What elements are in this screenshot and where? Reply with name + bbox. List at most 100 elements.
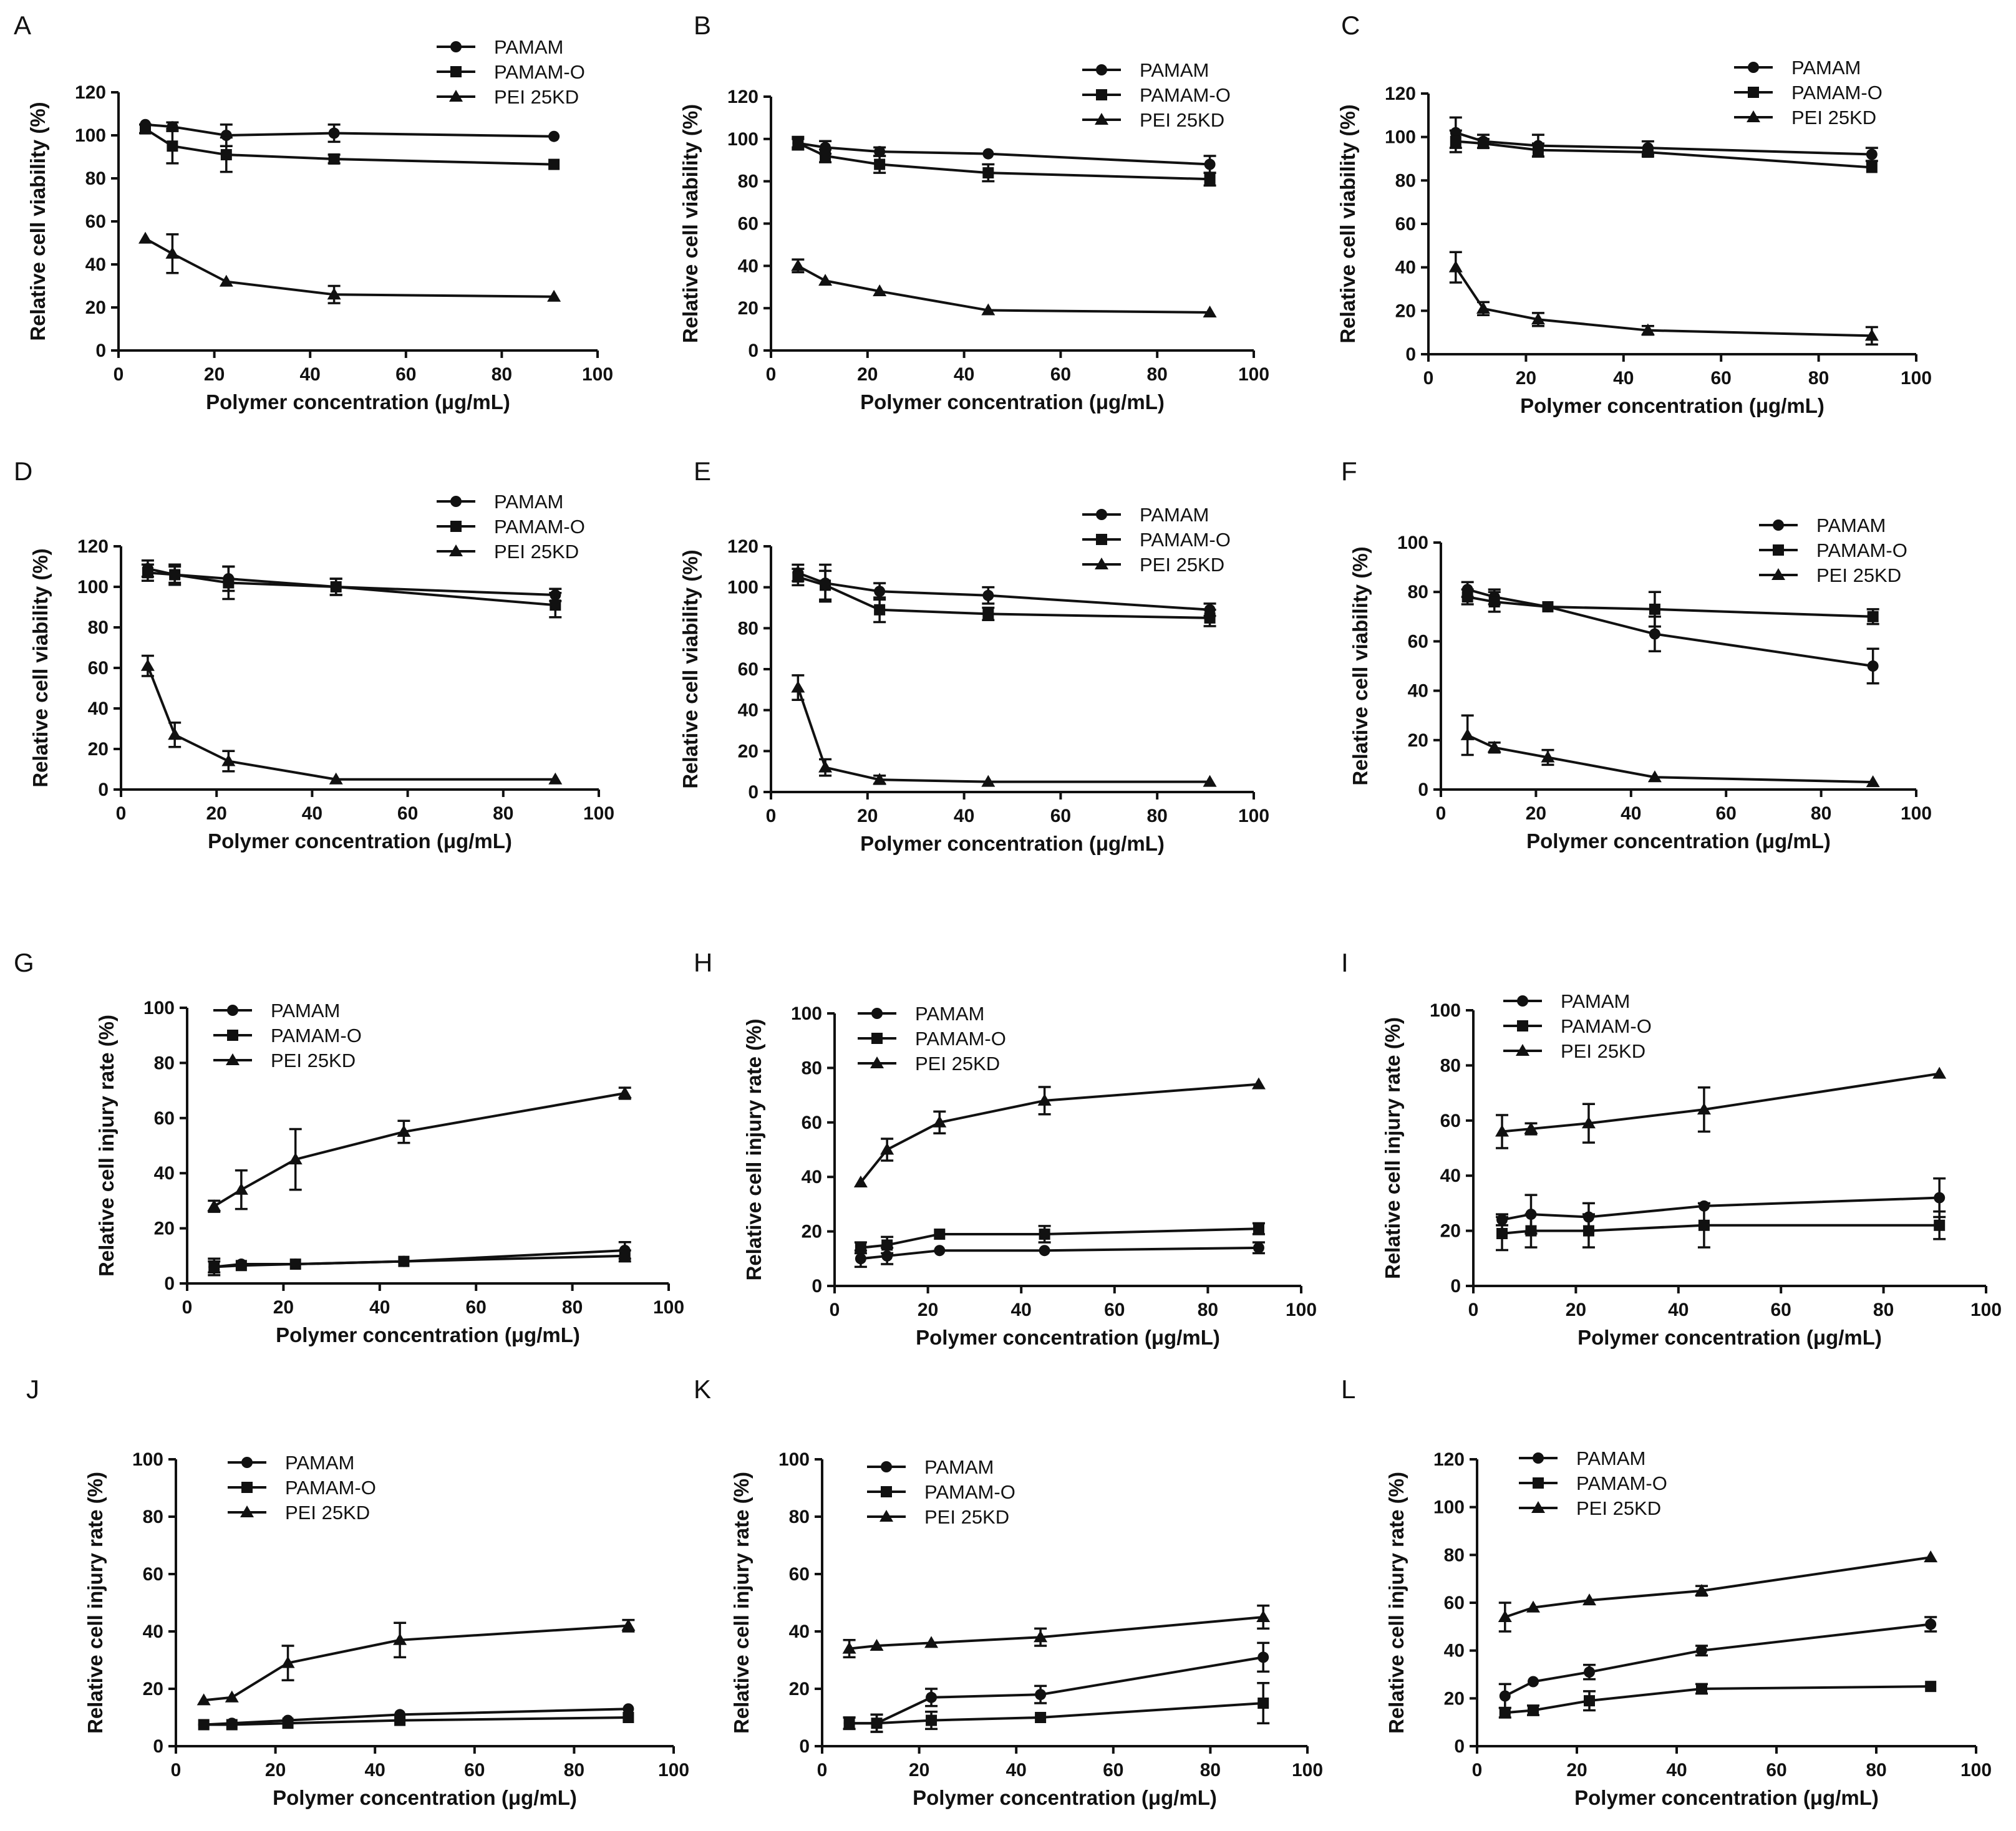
series-pei-25kd	[853, 1077, 1266, 1187]
legend-marker	[1531, 1501, 1545, 1513]
legend-marker	[1096, 89, 1107, 100]
legend-marker	[1095, 113, 1108, 125]
data-point	[1258, 1698, 1269, 1709]
legend-label: PAMAM-O	[271, 1025, 362, 1046]
y-tick-label: 60	[1408, 631, 1428, 652]
x-tick-label: 40	[1666, 1760, 1687, 1780]
x-tick-label: 60	[1711, 368, 1732, 389]
legend-label: PAMAM	[924, 1456, 994, 1478]
y-tick-label: 60	[789, 1564, 810, 1585]
legend-marker	[1096, 64, 1107, 75]
legend-marker	[1096, 534, 1107, 545]
data-point	[1696, 1683, 1707, 1694]
legend: PAMAM PAMAM-O PEI 25KD	[1082, 59, 1231, 131]
x-tick-label: 60	[1716, 803, 1737, 824]
data-point	[140, 123, 152, 135]
series-line	[203, 1708, 629, 1726]
x-tick-label: 100	[653, 1297, 684, 1318]
chart-panel-k: K 0 20 40 60 80 100 0 20 40 60 80 100 Polymer concent…	[694, 1374, 1323, 1809]
chart-panel-f: F 0 20 40 60 80 100 0 20 40 60 80 100 Polymer concent…	[1341, 457, 1932, 853]
x-tick-label: 0	[171, 1760, 182, 1780]
y-tick-label: 0	[95, 341, 106, 361]
y-tick-label: 20	[1444, 1688, 1465, 1709]
legend-label: PAMAM-O	[1791, 82, 1883, 104]
data-point	[208, 1261, 220, 1273]
data-point	[1528, 1676, 1539, 1688]
y-axis-title: Relative cell injury rate (%)	[1385, 1472, 1408, 1734]
data-point	[1526, 1600, 1540, 1613]
x-tick-label: 80	[1200, 1760, 1221, 1780]
data-point	[1204, 173, 1216, 185]
series-pamam	[140, 118, 560, 147]
y-tick-label: 100	[778, 1449, 810, 1470]
y-tick-label: 100	[143, 998, 175, 1018]
data-point	[621, 1618, 636, 1631]
data-point	[168, 728, 182, 740]
data-point	[1039, 1228, 1050, 1240]
series-line	[147, 567, 556, 596]
data-point	[1499, 1690, 1511, 1702]
legend-label: PAMAM-O	[1140, 529, 1231, 551]
data-point	[1698, 1219, 1710, 1231]
legend-label: PEI 25KD	[915, 1053, 1000, 1075]
series-pamam	[1461, 581, 1879, 685]
data-point	[1258, 1651, 1269, 1663]
data-point	[327, 287, 341, 300]
x-tick-label: 80	[562, 1297, 583, 1318]
legend: PAMAM PAMAM-O PEI 25KD	[437, 36, 585, 108]
x-tick-label: 100	[1292, 1760, 1323, 1780]
series-pamam-o	[854, 1222, 1265, 1255]
data-point	[1582, 1593, 1596, 1606]
x-tick-label: 20	[206, 803, 227, 824]
x-tick-label: 0	[1468, 1300, 1479, 1320]
data-point	[820, 579, 831, 591]
data-point	[1203, 305, 1217, 317]
data-point	[619, 1250, 631, 1262]
data-point	[1034, 1630, 1048, 1643]
legend-marker	[226, 1053, 240, 1065]
data-point	[791, 680, 805, 693]
x-tick-label: 40	[369, 1297, 390, 1318]
data-point	[393, 1633, 407, 1645]
data-point	[623, 1712, 634, 1723]
series-line	[1505, 1556, 1931, 1618]
legend-label: PEI 25KD	[285, 1502, 370, 1524]
y-tick-label: 40	[1408, 681, 1428, 702]
y-tick-label: 20	[85, 297, 106, 318]
data-point	[140, 659, 155, 671]
data-point	[791, 259, 805, 271]
legend-marker	[1516, 1044, 1529, 1056]
data-point	[855, 1253, 866, 1265]
data-point	[548, 130, 560, 142]
data-point	[1541, 750, 1555, 763]
data-point	[196, 1693, 211, 1706]
x-axis-title: Polymer concentration (μg/mL)	[1577, 1326, 1882, 1349]
legend: PAMAM PAMAM-O PEI 25KD	[1759, 515, 1907, 586]
legend-label: PAMAM	[285, 1452, 354, 1474]
y-tick-label: 100	[132, 1449, 163, 1470]
series-pei-25kd	[140, 654, 563, 785]
y-tick-label: 80	[1444, 1545, 1465, 1565]
y-tick-label: 80	[88, 617, 109, 638]
data-point	[623, 1703, 634, 1715]
legend-marker	[450, 496, 462, 507]
data-point	[1487, 740, 1501, 753]
data-point	[1924, 1550, 1938, 1563]
data-point	[1866, 775, 1880, 788]
panel-letter: D	[14, 457, 32, 486]
legend-label: PAMAM-O	[494, 61, 585, 83]
y-tick-label: 120	[75, 82, 106, 103]
panel-letter: H	[694, 948, 712, 977]
data-point	[871, 1717, 883, 1729]
data-point	[1461, 591, 1473, 603]
data-point	[1542, 601, 1554, 612]
series-pamam-o	[792, 568, 1216, 627]
x-tick-label: 80	[1866, 1760, 1886, 1780]
series-line	[860, 1227, 1259, 1249]
y-tick-label: 20	[88, 739, 109, 760]
data-point	[870, 1639, 884, 1651]
legend-marker	[449, 544, 463, 556]
x-tick-label: 40	[1011, 1300, 1032, 1320]
legend-marker	[1748, 87, 1759, 98]
data-point	[874, 158, 886, 170]
